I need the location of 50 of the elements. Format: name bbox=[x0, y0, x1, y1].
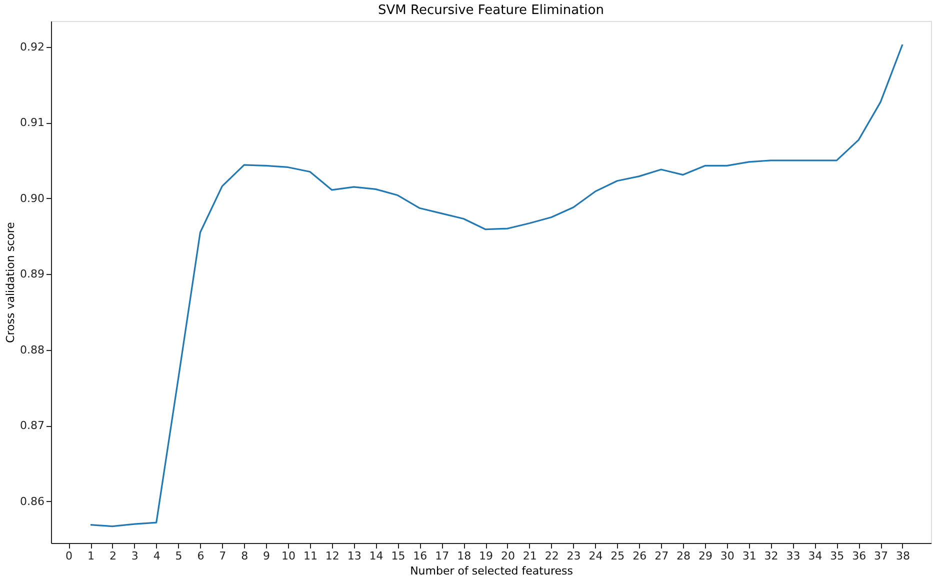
x-tick-label: 35 bbox=[830, 550, 844, 562]
x-tick-label: 14 bbox=[369, 550, 384, 562]
line-series bbox=[90, 44, 904, 528]
x-tick-label: 33 bbox=[786, 550, 800, 562]
x-tick-label: 25 bbox=[610, 550, 625, 562]
x-tick-label: 16 bbox=[413, 550, 428, 562]
x-tick-label: 29 bbox=[698, 550, 712, 562]
y-tick-label: 0.87 bbox=[20, 419, 44, 432]
x-tick-label: 30 bbox=[720, 550, 734, 562]
x-tick-label: 8 bbox=[241, 550, 248, 562]
y-tick-label: 0.90 bbox=[20, 192, 44, 205]
x-axis-title: Number of selected featuress bbox=[410, 564, 574, 578]
x-tick-label: 28 bbox=[676, 550, 691, 562]
x-tick-label: 10 bbox=[282, 550, 296, 562]
x-tick-label: 22 bbox=[544, 550, 559, 562]
x-tick-label: 7 bbox=[219, 550, 226, 562]
y-tick-label: 0.91 bbox=[20, 116, 44, 130]
x-tick-label: 27 bbox=[654, 550, 669, 562]
x-tick-label: 21 bbox=[522, 550, 537, 562]
x-tick-label: 13 bbox=[347, 550, 362, 562]
x-tick-label: 11 bbox=[303, 550, 318, 562]
x-tick-label: 9 bbox=[263, 550, 270, 562]
x-tick-label: 32 bbox=[764, 550, 778, 562]
x-tick-label: 18 bbox=[457, 550, 472, 562]
x-tick-label: 5 bbox=[175, 550, 182, 562]
chart-title: SVM Recursive Feature Elimination bbox=[378, 3, 604, 18]
x-tick-label: 34 bbox=[808, 550, 822, 562]
x-tick-label: 15 bbox=[391, 550, 406, 562]
x-tick-label: 17 bbox=[435, 550, 450, 562]
x-tick-label: 4 bbox=[153, 550, 160, 562]
x-tick-label: 38 bbox=[896, 550, 910, 562]
x-tick-label: 37 bbox=[874, 550, 888, 562]
x-tick-label: 23 bbox=[566, 550, 581, 562]
x-tick-label: 24 bbox=[588, 550, 603, 562]
x-tick-label: 19 bbox=[479, 550, 494, 562]
x-tick-label: 36 bbox=[852, 550, 866, 562]
x-tick-label: 6 bbox=[197, 550, 204, 562]
x-tick-label: 2 bbox=[109, 550, 116, 562]
y-tick-label: 0.89 bbox=[20, 268, 44, 281]
y-axis-title: Cross validation score bbox=[4, 222, 18, 343]
y-tick-label: 0.88 bbox=[20, 343, 44, 356]
y-tick-label: 0.92 bbox=[20, 40, 44, 54]
x-tick-label: 1 bbox=[88, 550, 94, 562]
y-tick-label: 0.86 bbox=[20, 494, 44, 508]
x-tick-label: 31 bbox=[742, 550, 756, 562]
x-tick-label: 12 bbox=[325, 550, 340, 562]
x-tick-label: 20 bbox=[500, 550, 515, 562]
x-tick-label: 3 bbox=[131, 550, 138, 562]
x-tick-label: 26 bbox=[632, 550, 647, 562]
x-tick-label: 0 bbox=[66, 550, 73, 562]
